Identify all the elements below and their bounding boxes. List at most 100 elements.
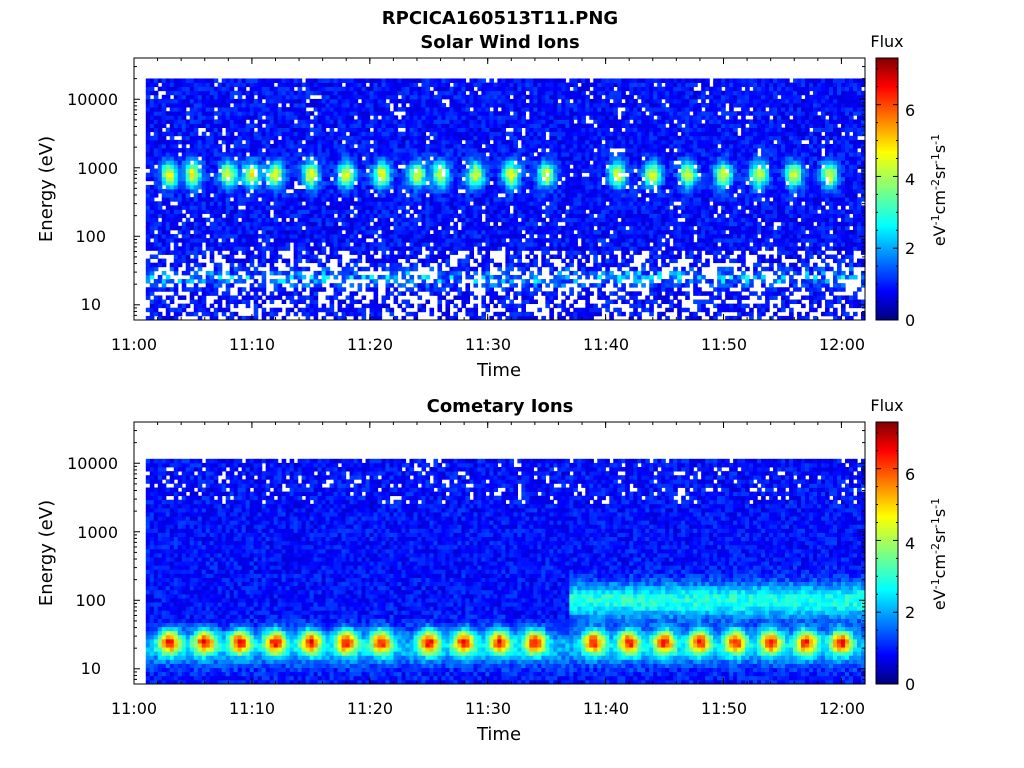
heatmap-cell	[537, 180, 542, 186]
heatmap-cell	[249, 78, 255, 83]
heatmap-cell	[209, 111, 215, 116]
heatmap-cell	[413, 242, 419, 247]
heatmap-cell	[433, 238, 439, 243]
heatmap-cell	[397, 131, 403, 137]
heatmap-cell	[505, 266, 510, 272]
heatmap-cell	[325, 197, 331, 202]
heatmap-cell	[221, 229, 227, 235]
heatmap-cell	[469, 156, 475, 161]
heatmap-cell	[413, 172, 419, 178]
heatmap-cell	[429, 205, 435, 210]
heatmap-cell	[145, 148, 151, 153]
heatmap-cell	[457, 123, 463, 128]
heatmap-cell	[501, 225, 506, 231]
heatmap-cell	[185, 94, 191, 100]
heatmap-cell	[161, 221, 167, 227]
heatmap-cell	[273, 225, 279, 231]
heatmap-cell	[397, 250, 403, 255]
heatmap-cell	[157, 135, 163, 141]
heatmap-cell	[193, 172, 199, 178]
heatmap-cell	[233, 238, 239, 243]
heatmap-cell	[269, 78, 275, 83]
heatmap-cell	[373, 225, 379, 231]
heatmap-cell	[173, 143, 179, 149]
heatmap-cell	[509, 287, 514, 292]
heatmap-cell	[541, 238, 546, 243]
heatmap-cell	[293, 258, 299, 264]
heatmap-cell	[545, 291, 550, 296]
heatmap-cell	[365, 234, 371, 239]
heatmap-cell	[161, 176, 167, 182]
heatmap-cell	[253, 287, 259, 292]
heatmap-cell	[293, 311, 299, 317]
heatmap-cell	[401, 254, 407, 259]
heatmap-cell	[417, 86, 423, 92]
heatmap-cell	[209, 201, 215, 206]
heatmap-cell	[349, 221, 355, 227]
heatmap-cell	[517, 315, 522, 321]
heatmap-cell	[397, 291, 403, 296]
heatmap-cell	[397, 254, 403, 259]
heatmap-cell	[285, 311, 291, 317]
heatmap-cell	[429, 111, 435, 116]
heatmap-cell	[501, 78, 506, 83]
heatmap-cell	[521, 123, 526, 128]
heatmap-cell	[297, 135, 303, 141]
heatmap-cell	[417, 217, 423, 223]
heatmap-cell	[413, 103, 419, 108]
heatmap-cell	[305, 139, 311, 145]
heatmap-cell	[217, 172, 223, 178]
heatmap-cell	[357, 246, 363, 251]
heatmap-cell	[193, 143, 199, 149]
heatmap-cell	[313, 225, 319, 231]
heatmap-cell	[353, 103, 359, 108]
heatmap-cell	[245, 201, 251, 206]
heatmap-cell	[329, 107, 335, 112]
heatmap-cell	[337, 119, 343, 124]
heatmap-cell	[437, 168, 443, 174]
heatmap-cell	[381, 103, 387, 108]
heatmap-cell	[477, 139, 483, 145]
heatmap-cell	[157, 250, 163, 255]
heatmap-cell	[353, 152, 359, 157]
heatmap-cell	[365, 213, 371, 219]
heatmap-cell	[525, 291, 530, 296]
heatmap-cell	[553, 184, 558, 190]
heatmap-cell	[229, 254, 235, 259]
heatmap-cell	[405, 148, 411, 153]
heatmap-cell	[209, 189, 215, 194]
heatmap-cell	[249, 184, 255, 190]
heatmap-cell	[145, 291, 151, 296]
heatmap-cell	[233, 250, 239, 255]
heatmap-cell	[273, 152, 279, 157]
heatmap-cell	[193, 119, 199, 124]
heatmap-cell	[469, 311, 475, 317]
heatmap-cell	[337, 270, 343, 276]
heatmap-cell	[461, 209, 467, 214]
heatmap-cell	[145, 103, 151, 108]
heatmap-cell	[241, 131, 247, 137]
heatmap-cell	[433, 229, 439, 235]
heatmap-cell	[369, 258, 375, 264]
heatmap-cell	[181, 307, 187, 313]
heatmap-cell	[401, 274, 407, 280]
heatmap-cell	[421, 201, 427, 206]
heatmap-cell	[297, 115, 303, 120]
heatmap-cell	[201, 139, 207, 145]
heatmap-cell	[277, 254, 283, 259]
heatmap-cell	[337, 107, 343, 112]
heatmap-cell	[529, 86, 534, 92]
heatmap-cell	[161, 217, 167, 223]
heatmap-cell	[189, 152, 195, 157]
heatmap-cell	[185, 78, 191, 83]
heatmap-cell	[145, 246, 151, 251]
heatmap-cell	[309, 221, 315, 227]
heatmap-cell	[553, 172, 558, 178]
heatmap-cell	[197, 287, 203, 292]
heatmap-cell	[341, 193, 347, 198]
heatmap-cell	[405, 98, 411, 104]
heatmap-cell	[249, 176, 255, 182]
heatmap-cell	[313, 270, 319, 276]
heatmap-cell	[505, 94, 510, 100]
heatmap-cell	[305, 217, 311, 223]
